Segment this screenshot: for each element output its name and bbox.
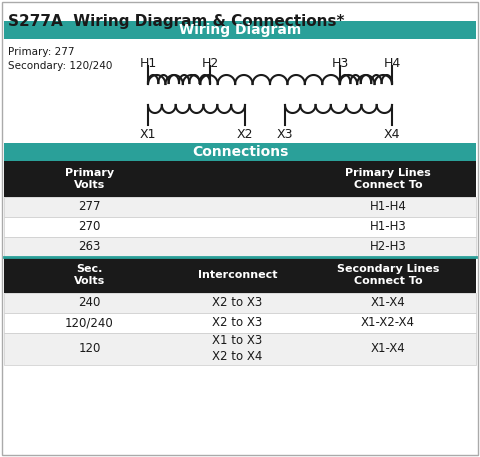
Text: Wiring Diagram: Wiring Diagram bbox=[179, 23, 301, 37]
Text: 270: 270 bbox=[78, 220, 101, 234]
Text: X1-X4: X1-X4 bbox=[371, 342, 406, 356]
Text: H3: H3 bbox=[331, 57, 348, 70]
Text: X1-X4: X1-X4 bbox=[371, 297, 406, 309]
Text: H2-H3: H2-H3 bbox=[370, 240, 407, 254]
Text: Primary: 277
Secondary: 120/240: Primary: 277 Secondary: 120/240 bbox=[8, 47, 112, 71]
Text: H4: H4 bbox=[384, 57, 401, 70]
Text: X4: X4 bbox=[384, 128, 400, 141]
Text: Interconnect: Interconnect bbox=[198, 270, 277, 280]
FancyBboxPatch shape bbox=[4, 197, 476, 217]
FancyBboxPatch shape bbox=[4, 237, 476, 257]
FancyBboxPatch shape bbox=[4, 143, 476, 161]
Text: Sec.
Volts: Sec. Volts bbox=[74, 264, 105, 286]
Text: Secondary Lines
Connect To: Secondary Lines Connect To bbox=[337, 264, 439, 286]
Text: X2: X2 bbox=[237, 128, 253, 141]
Text: S277A  Wiring Diagram & Connections*: S277A Wiring Diagram & Connections* bbox=[8, 14, 345, 29]
Text: X3: X3 bbox=[277, 128, 293, 141]
Text: H1-H3: H1-H3 bbox=[370, 220, 407, 234]
Text: Connections: Connections bbox=[192, 145, 288, 159]
Text: 277: 277 bbox=[78, 201, 101, 213]
Text: H2: H2 bbox=[202, 57, 218, 70]
FancyBboxPatch shape bbox=[4, 257, 476, 293]
FancyBboxPatch shape bbox=[4, 313, 476, 333]
FancyBboxPatch shape bbox=[4, 161, 476, 197]
Text: X1 to X3
X2 to X4: X1 to X3 X2 to X4 bbox=[212, 335, 263, 363]
Text: 240: 240 bbox=[78, 297, 101, 309]
Text: Primary
Volts: Primary Volts bbox=[65, 168, 114, 190]
Text: 263: 263 bbox=[78, 240, 101, 254]
Text: H1: H1 bbox=[139, 57, 156, 70]
Text: X1: X1 bbox=[140, 128, 156, 141]
FancyBboxPatch shape bbox=[4, 333, 476, 365]
Text: Primary Lines
Connect To: Primary Lines Connect To bbox=[345, 168, 431, 190]
Text: 120/240: 120/240 bbox=[65, 317, 114, 329]
FancyBboxPatch shape bbox=[4, 293, 476, 313]
Text: 120: 120 bbox=[78, 342, 101, 356]
Text: X1-X2-X4: X1-X2-X4 bbox=[361, 317, 415, 329]
Text: X2 to X3: X2 to X3 bbox=[212, 297, 263, 309]
FancyBboxPatch shape bbox=[4, 21, 476, 39]
Text: X2 to X3: X2 to X3 bbox=[212, 317, 263, 329]
Text: H1-H4: H1-H4 bbox=[370, 201, 407, 213]
FancyBboxPatch shape bbox=[4, 217, 476, 237]
